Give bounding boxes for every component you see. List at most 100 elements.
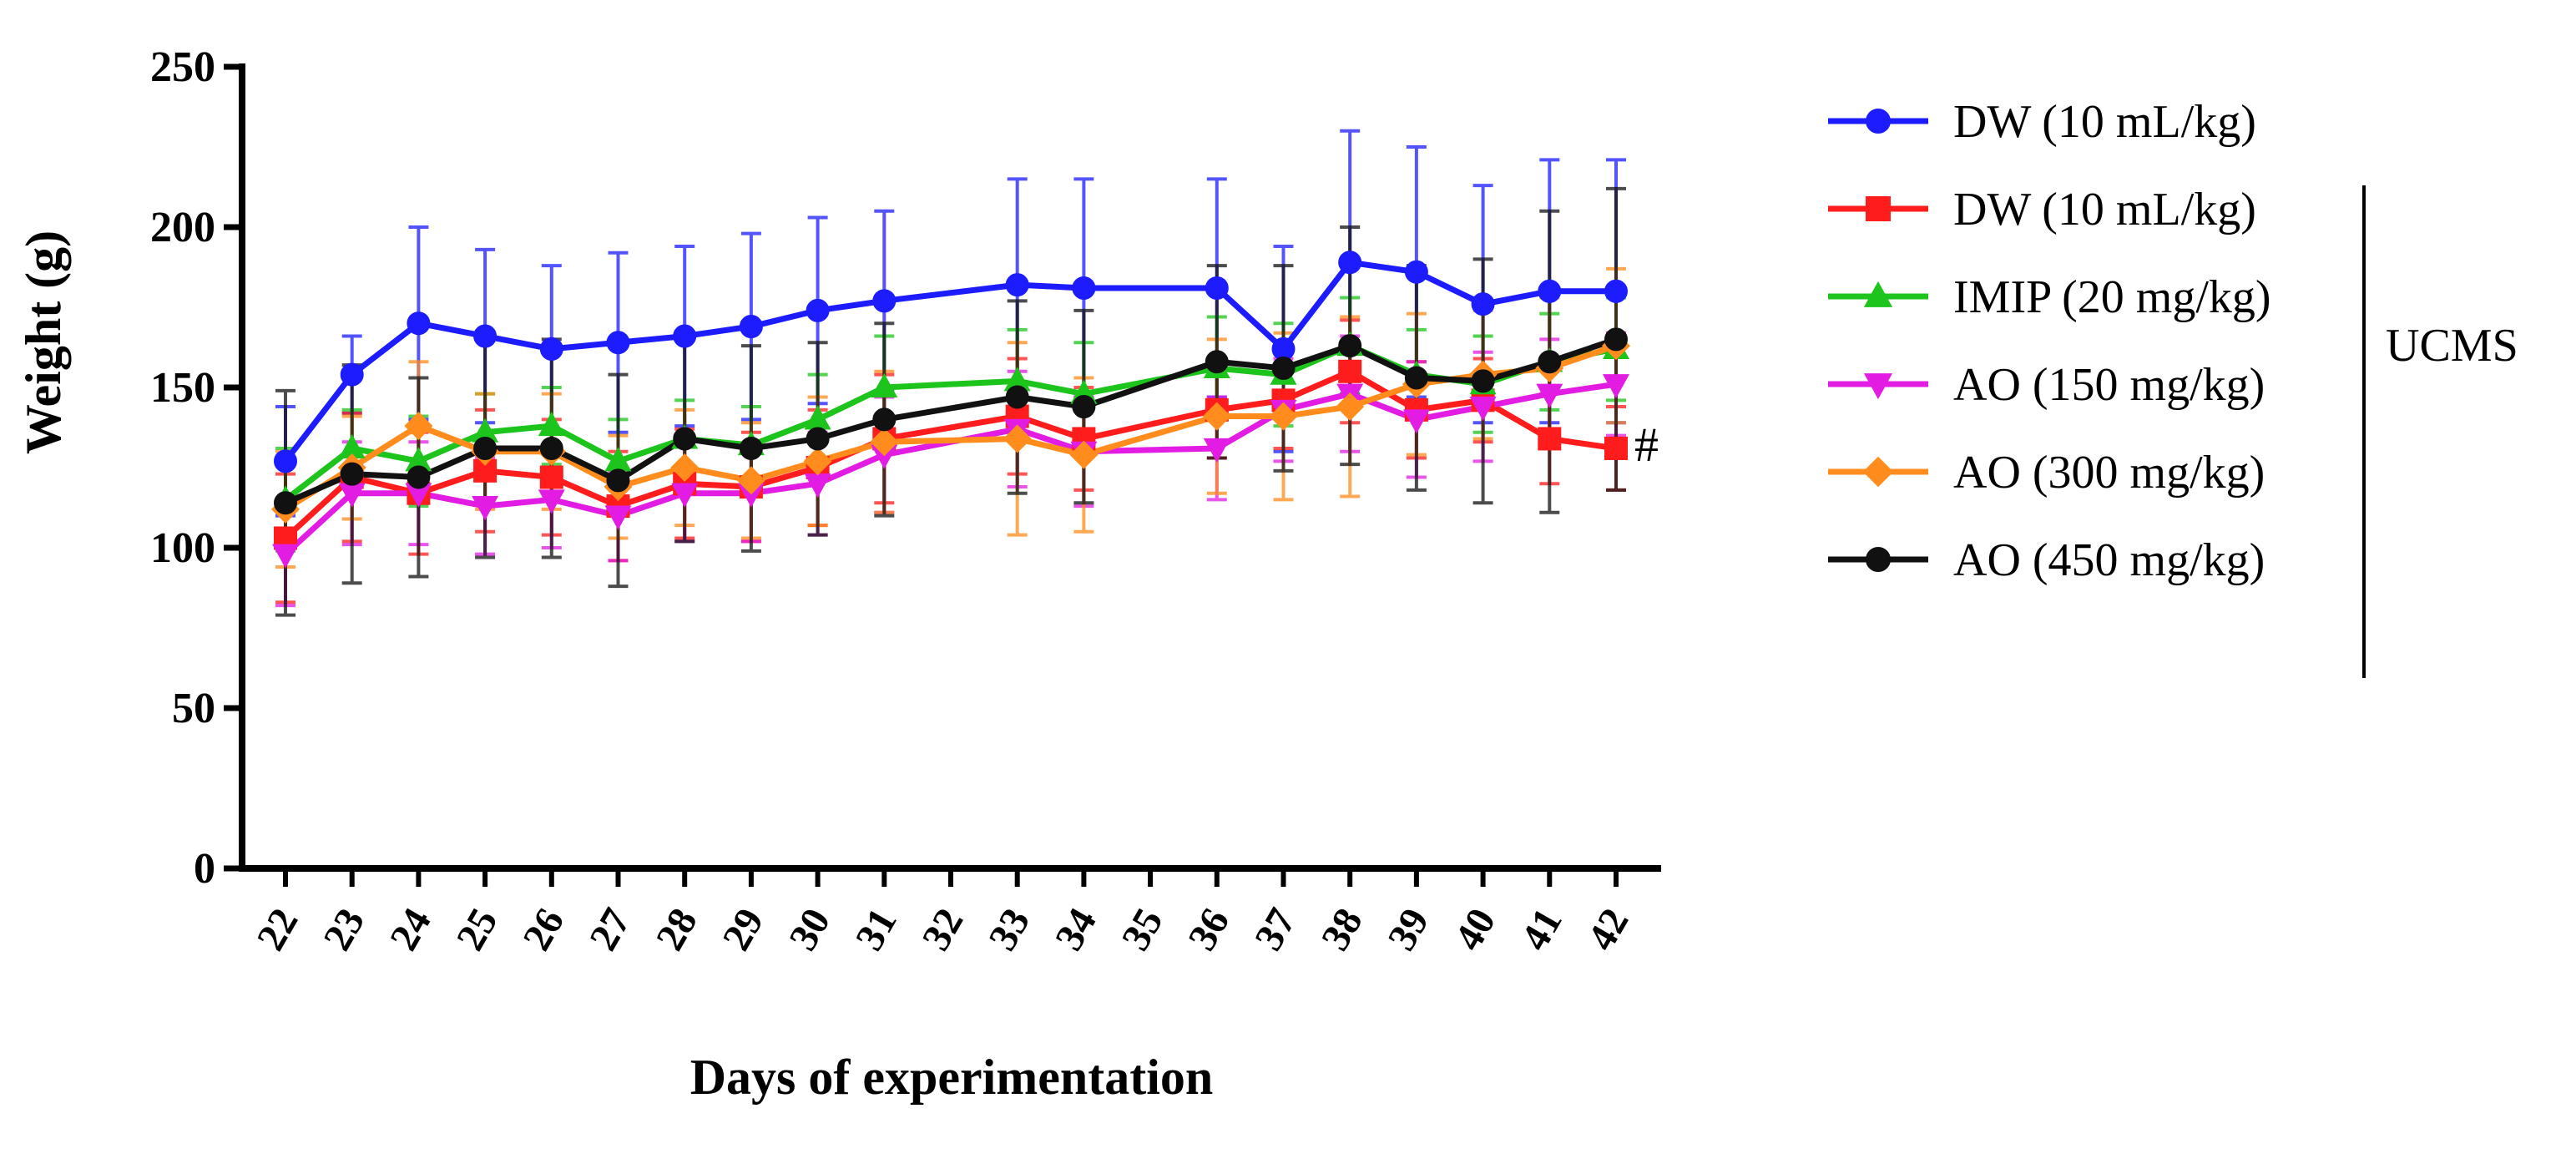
series-0-point xyxy=(1338,251,1362,275)
y-tick-label: 100 xyxy=(150,524,215,572)
x-tick-label: 24 xyxy=(381,901,440,958)
series-5-point xyxy=(473,436,498,460)
x-tick-label: 35 xyxy=(1114,901,1172,958)
legend-swatch-marker xyxy=(1862,456,1894,488)
x-tick-label: 22 xyxy=(249,901,307,958)
x-tick-label: 33 xyxy=(980,901,1038,958)
legend-label: DW (10 mL/kg) xyxy=(1953,96,2256,148)
series-0-point xyxy=(1404,260,1428,284)
series-5-point xyxy=(1471,369,1495,393)
series-0-point xyxy=(673,324,697,348)
legend-swatch-marker xyxy=(1866,109,1891,134)
x-tick-label: 42 xyxy=(1579,901,1638,958)
series-4-point xyxy=(870,428,899,457)
y-axis-title: Weight (g) xyxy=(16,230,71,454)
series-5-point xyxy=(673,427,697,451)
legend-item-5: AO (450 mg/kg) xyxy=(1828,534,2265,586)
significance-annotation: # xyxy=(1634,418,1659,472)
legend-swatch-marker xyxy=(1866,196,1891,221)
series-4-point xyxy=(670,453,700,483)
series-2-point xyxy=(871,372,898,398)
series-4-point xyxy=(736,466,765,495)
legend-label: AO (300 mg/kg) xyxy=(1953,447,2265,499)
legend: DW (10 mL/kg) DW (10 mL/kg) IMIP (20 mg/kg… xyxy=(1828,96,2366,678)
series-4-point xyxy=(1069,440,1099,469)
y-tick-label: 0 xyxy=(194,845,215,893)
series-4-point xyxy=(1003,424,1032,453)
series-1-point xyxy=(1604,436,1628,460)
series-5-point xyxy=(1538,350,1562,374)
series-0-point xyxy=(739,315,763,339)
series-3-point xyxy=(472,496,499,521)
x-tick-label: 34 xyxy=(1047,901,1105,958)
series-5-point xyxy=(539,436,563,460)
x-tick-label: 41 xyxy=(1513,901,1571,958)
series-4-point xyxy=(1269,402,1298,431)
x-axis-title: Days of experimentation xyxy=(690,1050,1214,1105)
series-0-point xyxy=(1471,292,1495,316)
series-5-point xyxy=(872,407,897,432)
legend-swatch-marker xyxy=(1863,281,1893,307)
x-tick-label: 40 xyxy=(1446,901,1504,958)
series-0-point xyxy=(274,449,297,473)
x-tick-label: 39 xyxy=(1380,901,1438,958)
series-0-point xyxy=(806,298,830,322)
series-3-point xyxy=(1469,396,1497,422)
legend-item-0: DW (10 mL/kg) xyxy=(1828,96,2256,148)
series-3-point xyxy=(538,489,565,514)
series-1-point xyxy=(539,465,563,489)
series-0-point xyxy=(473,324,498,348)
legend-item-4: AO (300 mg/kg) xyxy=(1828,447,2265,499)
series-1-point xyxy=(1538,427,1562,451)
y-tick-label: 200 xyxy=(150,204,215,251)
series-5-point xyxy=(407,465,431,489)
legend-item-2: IMIP (20 mg/kg) xyxy=(1828,271,2271,323)
series-0-point xyxy=(1538,279,1562,303)
x-tick-label: 29 xyxy=(715,901,773,958)
x-tick-label: 27 xyxy=(581,901,639,958)
series-0-point xyxy=(340,362,364,387)
series-5-point xyxy=(1271,356,1296,380)
x-tick-label: 25 xyxy=(448,901,507,958)
series-5-point xyxy=(806,427,830,451)
x-tick-label: 32 xyxy=(914,901,972,958)
series-1-point xyxy=(1338,359,1362,383)
series-5-point xyxy=(1338,334,1362,358)
legend-item-1: DW (10 mL/kg) xyxy=(1828,184,2256,235)
legend-label: DW (10 mL/kg) xyxy=(1953,184,2256,235)
series-0-point xyxy=(1005,273,1029,297)
series-3-point xyxy=(1203,438,1230,463)
series-0-point xyxy=(1604,279,1628,303)
series-2-point xyxy=(538,412,565,437)
series-5-point xyxy=(739,436,763,460)
x-tick-label: 26 xyxy=(514,901,573,958)
series-3-point xyxy=(1603,374,1629,399)
series-0-point xyxy=(1072,276,1096,300)
series-3-point xyxy=(1402,409,1430,434)
series-5-point xyxy=(1404,366,1428,390)
x-tick-label: 38 xyxy=(1313,901,1371,958)
markers-layer xyxy=(270,251,1631,569)
x-tick-label: 36 xyxy=(1179,901,1238,958)
legend-label: IMIP (20 mg/kg) xyxy=(1953,271,2271,323)
y-tick-label: 250 xyxy=(150,43,215,91)
series-5-point xyxy=(606,468,630,493)
series-0-point xyxy=(606,331,630,355)
series-0-point xyxy=(872,289,897,313)
legend-group-label-ucms: UCMS xyxy=(2386,320,2518,372)
series-4-point xyxy=(1202,402,1231,431)
y-tick-label: 50 xyxy=(172,685,215,732)
series-0-point xyxy=(539,337,563,361)
series-5-point xyxy=(340,462,364,486)
series-0-point xyxy=(407,311,431,336)
x-tick-label: 23 xyxy=(315,901,373,958)
series-3-point xyxy=(1536,383,1563,408)
series-5-point xyxy=(1205,350,1229,374)
series-4-point xyxy=(1336,392,1365,422)
x-tick-label: 37 xyxy=(1246,901,1305,958)
legend-item-3: AO (150 mg/kg) xyxy=(1828,359,2265,411)
y-tick-label: 150 xyxy=(150,364,215,412)
